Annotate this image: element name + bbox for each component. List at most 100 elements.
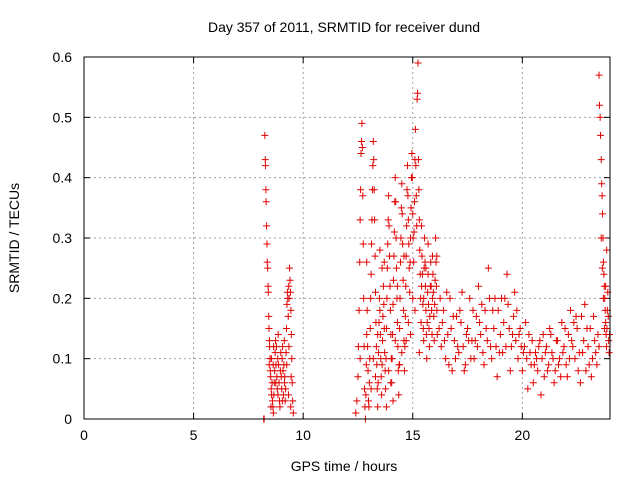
data-point <box>279 343 287 351</box>
data-point <box>456 306 464 314</box>
data-point <box>599 210 607 218</box>
data-point <box>398 210 406 218</box>
data-point <box>458 288 466 296</box>
data-point <box>602 343 610 351</box>
data-point <box>397 234 405 242</box>
data-point <box>565 355 573 363</box>
data-point <box>600 270 608 278</box>
data-point <box>407 204 415 212</box>
data-point <box>398 180 406 188</box>
data-point <box>384 216 392 224</box>
data-point <box>388 355 396 363</box>
data-point <box>283 325 291 332</box>
data-point <box>487 343 495 351</box>
data-point <box>261 156 269 164</box>
data-point <box>423 355 431 363</box>
data-point <box>432 234 440 242</box>
data-point <box>359 192 367 200</box>
data-point <box>605 349 613 357</box>
data-point <box>603 246 611 254</box>
data-point <box>552 337 560 345</box>
data-point <box>355 306 363 314</box>
data-point <box>484 264 492 272</box>
data-point <box>376 246 384 254</box>
data-point <box>573 325 581 332</box>
data-point <box>389 331 397 339</box>
data-point <box>382 325 390 332</box>
data-point <box>392 198 400 206</box>
data-point <box>425 300 433 308</box>
data-point <box>265 312 273 320</box>
data-point <box>423 318 431 326</box>
data-point <box>504 300 512 308</box>
data-point <box>371 288 379 296</box>
data-point <box>563 373 571 381</box>
data-point <box>415 349 423 357</box>
data-point <box>412 162 420 170</box>
data-point <box>397 204 405 212</box>
data-point <box>595 101 603 109</box>
data-point <box>472 312 480 320</box>
data-point <box>461 361 469 369</box>
data-point <box>363 258 371 266</box>
data-point <box>430 337 438 345</box>
data-point <box>551 367 559 375</box>
data-point <box>445 361 453 369</box>
data-point <box>449 312 457 320</box>
data-point <box>404 318 412 326</box>
data-point <box>465 337 473 345</box>
data-point <box>287 403 295 411</box>
data-point <box>567 306 575 314</box>
y-tick-label: 0.4 <box>53 170 73 186</box>
data-point <box>473 343 481 351</box>
data-point <box>379 337 387 345</box>
data-point <box>375 294 383 302</box>
data-point <box>380 300 388 308</box>
data-point <box>403 162 411 170</box>
data-point <box>432 282 440 290</box>
data-point <box>411 198 419 206</box>
data-point <box>394 343 402 351</box>
data-point <box>601 325 609 332</box>
data-point <box>415 186 423 194</box>
x-axis-label: GPS time / hours <box>291 458 398 474</box>
data-point <box>396 294 404 302</box>
data-point <box>385 367 393 375</box>
data-point <box>548 349 556 357</box>
data-point <box>263 240 271 248</box>
data-point <box>289 397 297 405</box>
data-point <box>433 306 441 314</box>
data-point <box>366 325 374 332</box>
data-point <box>285 343 293 351</box>
data-point <box>585 361 593 369</box>
data-point <box>357 186 365 194</box>
data-point <box>398 349 406 357</box>
data-point <box>405 264 413 272</box>
data-point <box>400 306 408 314</box>
data-point <box>389 397 397 405</box>
data-point <box>561 325 569 332</box>
data-point <box>475 282 482 290</box>
data-point <box>503 270 511 278</box>
data-point <box>414 59 422 67</box>
chart-title: Day 357 of 2011, SRMTID for receiver dun… <box>208 19 480 35</box>
data-point <box>264 264 272 272</box>
data-point <box>270 343 278 351</box>
data-point <box>447 325 455 332</box>
data-point <box>534 367 542 375</box>
data-point <box>263 258 271 266</box>
data-point <box>264 288 272 296</box>
data-point <box>385 222 393 230</box>
data-point <box>508 331 516 339</box>
data-point <box>287 373 295 381</box>
y-tick-label: 0.5 <box>53 109 73 125</box>
data-point <box>476 318 484 326</box>
data-point <box>574 367 582 375</box>
data-point <box>439 306 447 314</box>
data-point <box>385 192 393 200</box>
x-tick-label: 20 <box>515 427 531 443</box>
data-point <box>383 294 391 302</box>
data-point <box>407 331 415 339</box>
data-point <box>479 349 487 357</box>
